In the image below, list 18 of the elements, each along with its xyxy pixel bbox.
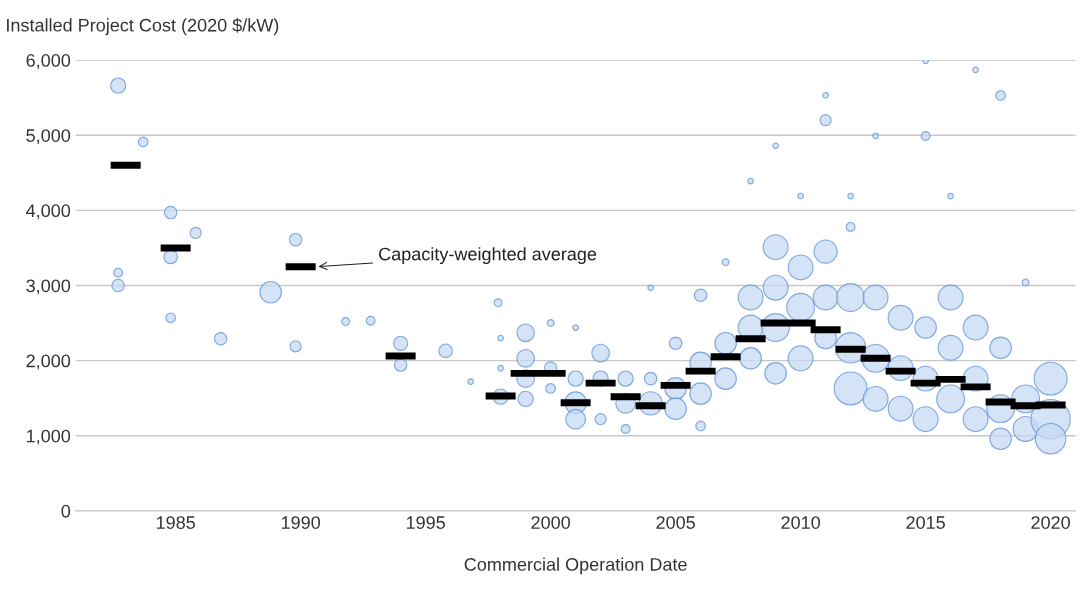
x-tick-label: 1985: [156, 516, 195, 529]
x-tick-label: 1990: [281, 516, 321, 529]
y-tick-label: 1,000: [27, 429, 71, 445]
x-tick-label: 1995: [406, 516, 445, 529]
y-tick-label: 3,000: [26, 279, 71, 295]
y-tick-label: 2,000: [26, 354, 71, 370]
y-tick-label: 4,000: [26, 204, 71, 220]
y-tick-label: 5,000: [26, 129, 71, 145]
x-tick-label: 2010: [781, 516, 820, 529]
annotation: Capacity-weighted average: [379, 247, 597, 264]
x-axis-title: Commercial Operation Date: [464, 557, 687, 575]
x-tick-label: 2015: [906, 516, 945, 529]
y-tick-label: 6,000: [26, 54, 71, 69]
x-tick-label: 2005: [656, 516, 695, 529]
x-tick-label: 2000: [531, 516, 571, 529]
y-axis-title: Installed Project Cost (2020 $/kW): [7, 18, 279, 36]
x-tick-label: 2020: [1031, 516, 1070, 529]
y-tick-label: 0: [61, 504, 71, 518]
